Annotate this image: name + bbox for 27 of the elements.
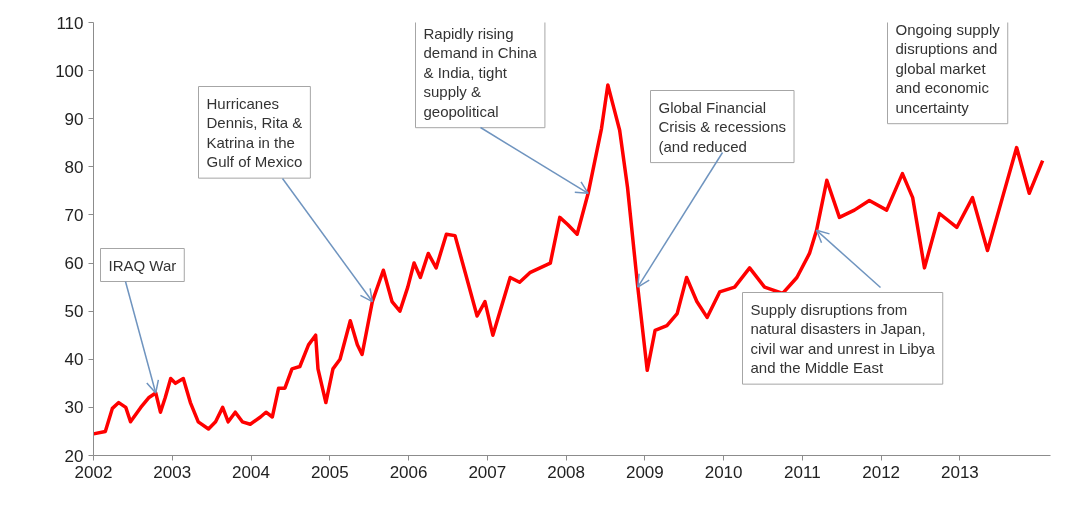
y-tick-label: 70 — [64, 205, 84, 225]
y-tick-label: 40 — [64, 350, 84, 370]
x-tick-label: 2011 — [784, 462, 821, 482]
x-tick-label: 2013 — [941, 462, 979, 482]
line-series — [93, 83, 1045, 436]
x-tick-label: 2003 — [153, 462, 192, 482]
x-tick-label: 2005 — [310, 462, 349, 482]
annotation: Supply disruptions from natural disasters in Japan, civil war and unrest in Libya and the Middle East — [750, 300, 936, 377]
y-tick-label: 100 — [55, 61, 84, 81]
y-tick-label: 50 — [64, 302, 84, 322]
x-tick-label: 2009 — [625, 462, 664, 482]
x-tick-label: 2010 — [704, 462, 743, 482]
y-tick-label: 30 — [64, 398, 84, 418]
y-tick-label: 110 — [56, 13, 84, 33]
annotation: Ongoing supply disruptions and global market and economic uncertainty — [895, 20, 1001, 116]
x-tick-label: 2006 — [389, 462, 428, 482]
y-tick-label: 90 — [64, 109, 84, 129]
annotation: Rapidly rising demand in China & India, tight supply & geopolitical — [423, 24, 538, 120]
y-tick-label: 60 — [64, 254, 84, 274]
annotation: Global Financial Crisis & recessions (and reduced — [658, 98, 787, 155]
annotation: Hurricanes Dennis, Rita & Katrina in the Gulf of Mexico — [206, 94, 303, 171]
annotation: IRAQ War — [108, 256, 177, 274]
x-tick-label: 2012 — [862, 462, 901, 482]
x-tick-label: 2004 — [232, 462, 270, 482]
x-tick-label: 2008 — [547, 462, 586, 482]
x-tick-label: 2007 — [468, 462, 507, 482]
y-tick-label: 80 — [64, 157, 84, 177]
